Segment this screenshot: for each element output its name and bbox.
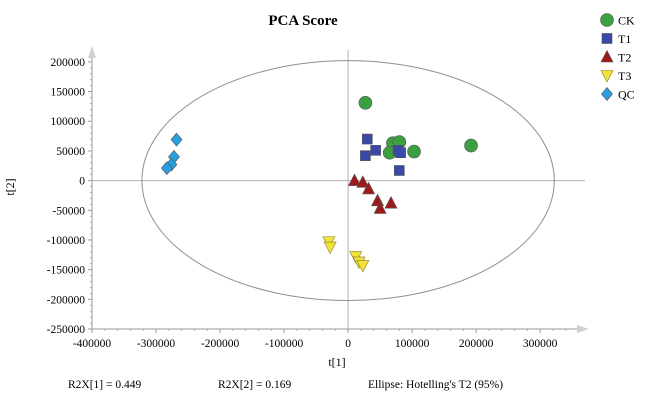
r2x1-text: R2X[1] = 0.449 — [68, 379, 141, 391]
y-tick-label: -100000 — [47, 235, 86, 247]
hotelling-ellipse-layer — [141, 60, 555, 302]
legend-marker-qc — [601, 87, 613, 101]
point-t2 — [362, 181, 376, 195]
legend: CK T1 T2 T3 QC — [600, 13, 635, 102]
x-tick-label: -300000 — [137, 338, 176, 350]
point-t2 — [356, 175, 370, 188]
x-tick-label: 300000 — [523, 338, 558, 350]
y-tick-label: -150000 — [47, 265, 86, 277]
y-tick-label: -250000 — [47, 324, 86, 336]
legend-marker-t1 — [601, 33, 613, 44]
legend-item-qc: QC — [601, 87, 635, 102]
legend-item-ck: CK — [600, 13, 635, 28]
series-ck — [358, 96, 478, 160]
point-t2 — [384, 196, 398, 209]
legend-item-t2: T2 — [600, 49, 631, 65]
point-t1 — [360, 150, 371, 161]
legend-marker-t3 — [600, 70, 614, 83]
x-tick-label: 200000 — [459, 338, 494, 350]
legend-marker-ck — [600, 13, 614, 27]
y-tick-label: -50000 — [52, 205, 85, 217]
y-axis-label: t[2] — [3, 178, 17, 195]
ellipse-note-text: Ellipse: Hotelling's T2 (95%) — [368, 379, 503, 391]
legend-item-t1: T1 — [601, 32, 631, 46]
r2x2-text: R2X[2] = 0.169 — [218, 379, 291, 391]
legend-item-t3: T3 — [600, 69, 631, 83]
point-t3 — [323, 241, 337, 255]
point-ck — [464, 138, 478, 153]
series-t3 — [322, 236, 370, 273]
series-qc — [161, 132, 183, 176]
y-tick-label: 200000 — [51, 57, 86, 69]
x-tick-label: 100000 — [395, 338, 430, 350]
point-t1 — [395, 147, 406, 158]
y-tick-label: 150000 — [51, 87, 86, 99]
point-t2 — [348, 173, 362, 186]
x-axis-arrow — [577, 325, 589, 333]
point-t1 — [362, 133, 373, 145]
legend-marker-t2 — [600, 49, 614, 63]
y-axis-arrow — [88, 46, 96, 58]
legend-label-qc: QC — [618, 88, 635, 102]
x-tick-label: -200000 — [201, 338, 240, 350]
legend-label-t1: T1 — [618, 32, 631, 46]
point-t3 — [356, 260, 370, 273]
point-t1 — [370, 145, 381, 156]
point-ck — [358, 96, 373, 110]
y-tick-label: 0 — [79, 176, 85, 188]
chart-title: PCA Score — [268, 13, 338, 29]
data-points — [161, 96, 478, 273]
x-tick-label: -100000 — [265, 338, 304, 350]
point-t1 — [394, 165, 405, 176]
series-t2 — [348, 173, 398, 214]
y-tick-label: 50000 — [56, 146, 85, 158]
point-qc — [161, 161, 173, 176]
point-qc — [170, 132, 183, 147]
legend-label-t2: T2 — [618, 51, 631, 65]
x-tick-label: 0 — [345, 338, 351, 350]
hotelling-ellipse — [141, 60, 555, 302]
point-ck — [407, 144, 421, 159]
x-axis-label: t[1] — [328, 355, 345, 369]
y-tick-label: 100000 — [51, 116, 86, 128]
point-t2 — [373, 201, 387, 214]
x-tick-label: -400000 — [73, 338, 112, 350]
legend-label-ck: CK — [618, 14, 635, 28]
y-tick-label: -200000 — [47, 294, 86, 306]
axes: -250000 -200000 -150000 -100000 -50000 0 50000… — [47, 46, 589, 350]
point-t2 — [371, 193, 385, 207]
legend-label-t3: T3 — [618, 69, 631, 83]
series-t1 — [360, 133, 406, 176]
